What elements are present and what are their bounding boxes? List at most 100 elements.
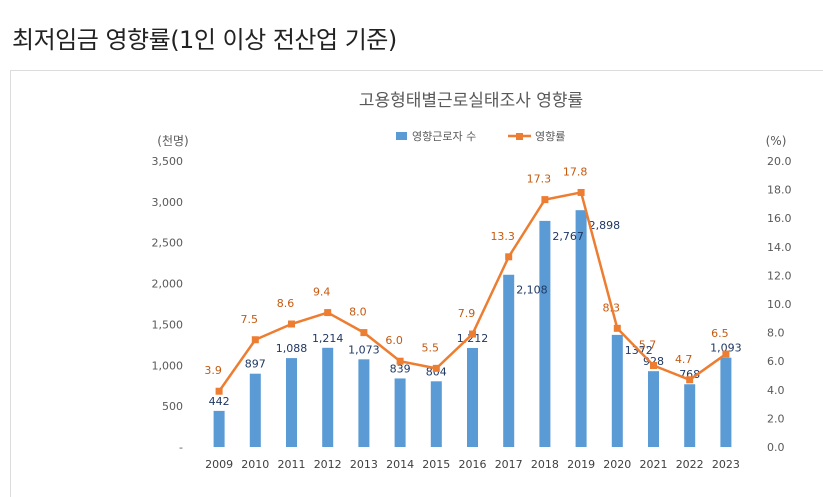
legend-line-marker <box>516 133 523 140</box>
right-axis: 0.0 2.0 4.0 6.0 8.0 10.0 12.0 14.0 16.0 18.0 20.0 <box>767 155 792 454</box>
line-marker <box>469 330 476 338</box>
line-data-label: 3.9 <box>204 364 222 377</box>
line-data-label: 8.3 <box>603 301 621 314</box>
left-tick-label: 500 <box>162 400 183 413</box>
bar <box>467 347 478 447</box>
line-data-label: 17.3 <box>527 173 552 186</box>
bar <box>648 371 659 447</box>
line-data-label: 17.8 <box>563 165 588 178</box>
bar-data-label: 1,088 <box>276 342 308 355</box>
right-tick-label: 12.0 <box>767 269 792 282</box>
left-tick-label: 2,500 <box>152 237 184 250</box>
legend-bar-label: 영향근로자 수 <box>412 130 476 143</box>
line-marker <box>215 387 223 395</box>
bar <box>684 384 696 447</box>
x-tick-label: 2015 <box>422 458 450 471</box>
x-tick-label: 2022 <box>676 458 704 471</box>
bar-data-label: 839 <box>390 362 411 375</box>
bar <box>611 334 623 447</box>
legend-bar-swatch <box>396 132 407 140</box>
line-data-label: 7.9 <box>458 307 476 320</box>
x-tick-label: 2021 <box>640 458 668 471</box>
line-data-label: 4.7 <box>675 353 693 366</box>
bar <box>286 358 297 447</box>
bar-data-label: 1,214 <box>312 332 344 345</box>
line-marker <box>650 361 657 369</box>
bar-series <box>213 210 732 447</box>
line-marker <box>577 188 585 196</box>
x-tick-label: 2019 <box>567 458 595 471</box>
line-marker <box>686 376 694 384</box>
right-tick-label: 16.0 <box>767 212 792 225</box>
combo-chart: 고용형태별근로실태조사 영향률 영향근로자 수 영향률 (천명) (%) - 50… <box>152 91 792 471</box>
line-marker <box>432 364 440 372</box>
left-tick-label: 3,000 <box>152 196 184 209</box>
line-data-label: 5.7 <box>639 338 657 351</box>
right-tick-label: 0.0 <box>767 441 785 454</box>
line-marker <box>288 320 295 328</box>
right-tick-label: 18.0 <box>767 184 792 197</box>
chart-title: 고용형태별근로실태조사 영향률 <box>359 91 583 111</box>
bar <box>249 373 261 447</box>
bar-data-label: 2,767 <box>552 230 584 243</box>
line-marker <box>360 329 368 337</box>
bar <box>322 347 334 447</box>
left-tick-label: 1,500 <box>152 318 184 331</box>
bar <box>394 378 406 447</box>
bar <box>539 220 551 447</box>
legend: 영향근로자 수 영향률 <box>396 130 565 143</box>
line-marker <box>251 336 259 344</box>
bar-data-label: 897 <box>245 358 266 371</box>
line-data-label: 9.4 <box>313 286 331 299</box>
left-tick-label: 2,000 <box>152 278 184 291</box>
x-tick-label: 2023 <box>712 458 740 471</box>
bar-data-label: 2,898 <box>589 219 621 232</box>
bar <box>430 381 442 447</box>
line-data-label: 5.5 <box>422 341 440 354</box>
line-series <box>215 188 730 395</box>
right-tick-label: 8.0 <box>767 327 785 340</box>
bar <box>358 359 370 447</box>
x-tick-label: 2010 <box>241 458 269 471</box>
left-tick-label: 1,000 <box>152 359 184 372</box>
page-title: 최저임금 영향률(1인 이상 전산업 기준) <box>12 26 397 54</box>
right-tick-label: 2.0 <box>767 412 785 425</box>
left-tick-label: 3,500 <box>152 155 184 168</box>
bar-data-label: 1,073 <box>348 343 380 356</box>
line-data-label: 6.0 <box>385 334 403 347</box>
right-axis-unit: (%) <box>766 134 787 148</box>
x-tick-label: 2018 <box>531 458 559 471</box>
line-marker <box>324 309 332 317</box>
x-axis: 2009 2010 2011 2012 2013 2014 2015 2016 2017 2018… <box>205 458 740 471</box>
line-labels: 3.9 7.5 8.6 9.4 8.0 6.0 5.5 7.9 13.3 17.3 17.8 8.3 5… <box>204 165 728 377</box>
right-tick-label: 20.0 <box>767 155 792 168</box>
x-tick-label: 2013 <box>350 458 378 471</box>
legend-line-label: 영향률 <box>535 130 565 143</box>
chart-panel: 고용형태별근로실태조사 영향률 영향근로자 수 영향률 (천명) (%) - 50… <box>10 70 823 497</box>
x-tick-label: 2017 <box>495 458 523 471</box>
line-data-label: 8.0 <box>349 306 367 319</box>
line-data-label: 8.6 <box>277 297 295 310</box>
x-tick-label: 2014 <box>386 458 414 471</box>
right-tick-label: 6.0 <box>767 355 785 368</box>
line-marker <box>613 324 621 332</box>
line-marker <box>505 253 513 261</box>
right-tick-label: 4.0 <box>767 384 785 397</box>
right-tick-label: 10.0 <box>767 298 792 311</box>
line-marker <box>541 196 549 204</box>
bar <box>575 210 587 447</box>
bar-data-label: 442 <box>209 395 230 408</box>
bar <box>503 274 515 447</box>
line-data-label: 7.5 <box>241 313 258 326</box>
right-tick-label: 14.0 <box>767 241 792 254</box>
bar-data-label: 2,108 <box>516 284 548 297</box>
x-tick-label: 2011 <box>278 458 306 471</box>
line-data-label: 13.3 <box>490 230 515 243</box>
left-axis-unit: (천명) <box>157 133 188 148</box>
left-tick-label: - <box>179 441 183 454</box>
bar <box>720 357 732 447</box>
left-axis: - 500 1,000 1,500 2,000 2,500 3,000 3,500 <box>152 155 184 454</box>
bar-data-label: 1,093 <box>710 342 742 355</box>
x-tick-label: 2012 <box>314 458 342 471</box>
line-marker <box>396 357 404 365</box>
